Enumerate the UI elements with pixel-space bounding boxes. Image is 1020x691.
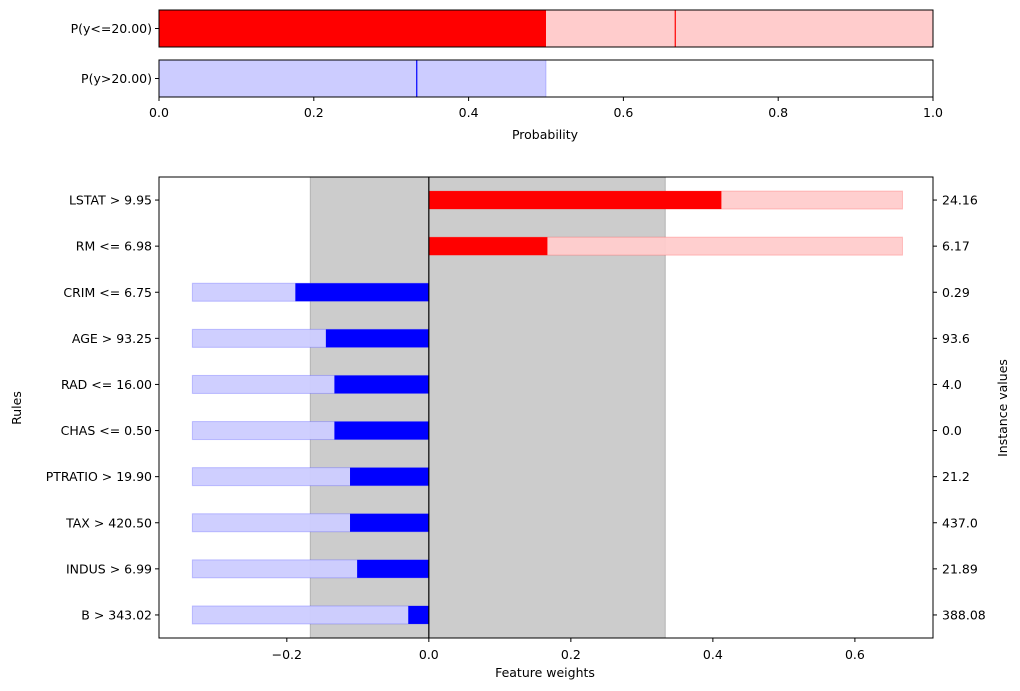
instance-value-label: 6.17: [942, 239, 970, 254]
weights-xtick-label: 0.2: [561, 647, 581, 662]
prob-xtick-label: 0.2: [304, 105, 324, 120]
instance-value-label: 24.16: [942, 193, 978, 208]
rule-weight-bar: [350, 467, 429, 486]
rule-weight-bar: [428, 191, 722, 210]
rule-label: RM <= 6.98: [76, 239, 152, 254]
prob-xlabel: Probability: [512, 127, 579, 142]
weights-xtick-label: −0.2: [272, 647, 302, 662]
instance-value-label: 0.0: [942, 423, 962, 438]
instance-value-label: 0.29: [942, 285, 970, 300]
rule-label: INDUS > 6.99: [66, 561, 152, 576]
instance-values-ylabel: Instance values: [995, 359, 1010, 457]
rule-label: CHAS <= 0.50: [61, 423, 152, 438]
prob-xtick-label: 0.8: [768, 105, 788, 120]
rule-label: TAX > 420.50: [65, 515, 152, 530]
instance-value-label: 93.6: [942, 331, 970, 346]
rule-label: RAD <= 16.00: [61, 377, 152, 392]
instance-value-label: 21.89: [942, 561, 978, 576]
instance-value-label: 388.08: [942, 607, 986, 622]
rule-weight-bar: [334, 375, 429, 394]
weights-axes-frame: [158, 176, 934, 639]
prob-xtick-label: 0.4: [459, 105, 479, 120]
rule-weight-bar: [295, 283, 429, 302]
rule-label: CRIM <= 6.75: [63, 285, 152, 300]
weights-xtick-label: 0.4: [703, 647, 723, 662]
rule-interval-bar: [191, 605, 430, 625]
rule-label: PTRATIO > 19.90: [46, 469, 152, 484]
weights-xlabel: Feature weights: [495, 665, 595, 680]
instance-value-label: 437.0: [942, 515, 978, 530]
rule-label: AGE > 93.25: [72, 331, 152, 346]
prob-category-label: P(y<=20.00): [71, 21, 152, 36]
weights-xtick-label: 0.0: [419, 647, 439, 662]
prob-value-bar: [159, 10, 546, 47]
prob-interval-bar: [158, 59, 547, 98]
weights-xtick-label: 0.6: [845, 647, 865, 662]
rule-label: LSTAT > 9.95: [69, 193, 152, 208]
prob-xtick-label: 0.6: [613, 105, 633, 120]
rule-weight-bar: [334, 421, 429, 440]
rule-weight-bar: [357, 559, 429, 578]
instance-value-label: 21.2: [942, 469, 970, 484]
prob-xtick-label: 0.0: [149, 105, 169, 120]
rule-label: B > 343.02: [81, 607, 152, 622]
rule-weight-bar: [408, 605, 429, 624]
rule-weight-bar: [350, 513, 429, 532]
prob-category-label: P(y>20.00): [81, 71, 152, 86]
prob-xtick-label: 1.0: [923, 105, 943, 120]
rules-ylabel: Rules: [9, 391, 24, 425]
instance-value-label: 4.0: [942, 377, 962, 392]
rule-weight-bar: [428, 237, 548, 256]
rule-weight-bar: [325, 329, 429, 348]
